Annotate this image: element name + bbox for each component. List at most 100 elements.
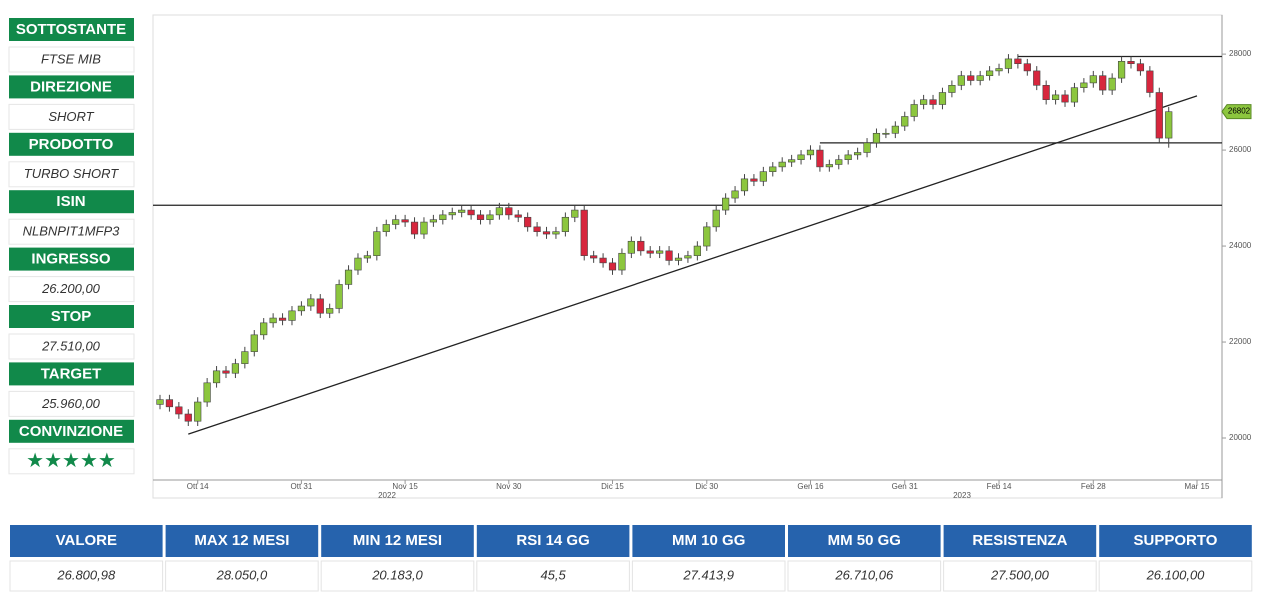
candle-body — [995, 68, 1003, 72]
sidebar-label: SOTTOSTANTE — [16, 21, 126, 38]
candle-body — [1033, 70, 1041, 86]
table-cell — [320, 560, 475, 592]
table-header-cell — [10, 525, 163, 557]
x-tick-label: Mar 15 — [1185, 482, 1210, 491]
sidebar-value: ★★★★★ — [26, 450, 116, 472]
table-header-cell — [943, 525, 1097, 557]
table-header: RSI 14 GG — [516, 532, 589, 549]
x-tick-label: Ott 31 — [291, 482, 313, 491]
last-price-box — [1221, 104, 1252, 120]
candle-body — [467, 209, 475, 216]
candle-body — [1155, 92, 1163, 139]
candle-body — [278, 317, 287, 321]
table-value: 20.183,0 — [371, 567, 423, 582]
candle-body — [401, 219, 409, 223]
candle-body — [373, 231, 381, 256]
last-price-label: 26802 — [1228, 107, 1251, 116]
sidebar-header — [9, 247, 134, 271]
candle-body — [382, 224, 390, 232]
candle-body — [656, 250, 664, 254]
table-cell — [1098, 560, 1253, 592]
x-tick-label: Feb 14 — [987, 482, 1012, 491]
candle-body — [184, 413, 192, 422]
x-tick-label: Dic 30 — [695, 482, 718, 491]
sidebar-value: NLBNPIT1MFP3 — [23, 224, 121, 239]
candle-body — [844, 154, 852, 160]
sidebar-header — [9, 132, 134, 156]
table-header-cell — [632, 525, 785, 557]
candle-body — [1117, 61, 1126, 79]
candle-body — [552, 231, 560, 235]
candle-body — [740, 178, 749, 192]
candle-body — [1051, 94, 1060, 100]
sidebar-value: 25.960,00 — [41, 396, 101, 411]
candle-body — [363, 255, 371, 259]
candle-body — [618, 252, 626, 271]
candle-body — [938, 92, 947, 105]
candle-body — [1127, 61, 1135, 65]
candle-body — [599, 257, 607, 264]
candle-body — [533, 226, 541, 232]
x-tick-label: Nov 15 — [392, 482, 418, 491]
candle-body — [580, 209, 588, 256]
candle-body — [1108, 77, 1116, 91]
table-header-cell — [788, 525, 941, 557]
sidebar-label: TARGET — [41, 365, 102, 382]
trendline — [188, 95, 1198, 435]
candle-body — [948, 85, 956, 93]
candle-body — [608, 262, 617, 271]
candle-body — [637, 240, 645, 252]
candle-body — [882, 132, 890, 135]
x-tick-label: Gen 31 — [892, 482, 919, 491]
candle-body — [797, 154, 805, 160]
x-tick-label: Ott 14 — [187, 482, 209, 491]
candle-body — [486, 214, 494, 220]
sidebar-label: ISIN — [56, 193, 85, 210]
sidebar-value: TURBO SHORT — [24, 166, 119, 181]
candle-body — [505, 207, 513, 216]
candle-body — [542, 231, 551, 235]
candle-body — [194, 401, 202, 422]
sidebar-value-box — [8, 390, 135, 417]
candle-body — [1023, 63, 1031, 72]
sidebar-label: CONVINZIONE — [19, 423, 123, 440]
candle-body — [1014, 58, 1022, 65]
candle-body — [910, 104, 918, 117]
sidebar-value-box — [8, 103, 135, 130]
candle-body — [476, 214, 485, 220]
sidebar-header — [9, 18, 134, 41]
sidebar-value-box — [8, 276, 135, 303]
candle-body — [967, 75, 975, 81]
candle-body — [307, 298, 315, 307]
candle-body — [684, 255, 692, 259]
table-header: SUPPORTO — [1134, 532, 1218, 549]
candle-body — [627, 240, 635, 254]
candle-body — [722, 197, 730, 211]
x-tick-label: Feb 28 — [1081, 482, 1106, 491]
candle-body — [769, 166, 777, 172]
table-value: 28.050,0 — [216, 567, 268, 582]
table-cell — [943, 560, 1097, 592]
table-header-cell — [1099, 525, 1252, 557]
candle-body — [872, 132, 881, 144]
candle-body — [1136, 63, 1145, 72]
sidebar-label: PRODOTTO — [29, 136, 114, 153]
table-cell — [165, 560, 319, 592]
candle-body — [571, 209, 579, 218]
candle-body — [458, 209, 466, 213]
candle-body — [778, 161, 786, 168]
candle-body — [335, 284, 343, 309]
candle-body — [297, 305, 306, 312]
sidebar-header — [9, 362, 134, 386]
candle-body — [750, 178, 758, 182]
sidebar-value-box — [8, 161, 135, 188]
x-tick-label: Gen 16 — [797, 482, 824, 491]
candle-body — [1089, 75, 1097, 84]
candle-body — [495, 207, 503, 216]
table-value: 26.800,98 — [56, 567, 116, 582]
table-value: 45,5 — [540, 567, 566, 582]
candle-body — [674, 257, 683, 261]
candle-body — [165, 399, 174, 408]
candle-body — [816, 149, 824, 168]
